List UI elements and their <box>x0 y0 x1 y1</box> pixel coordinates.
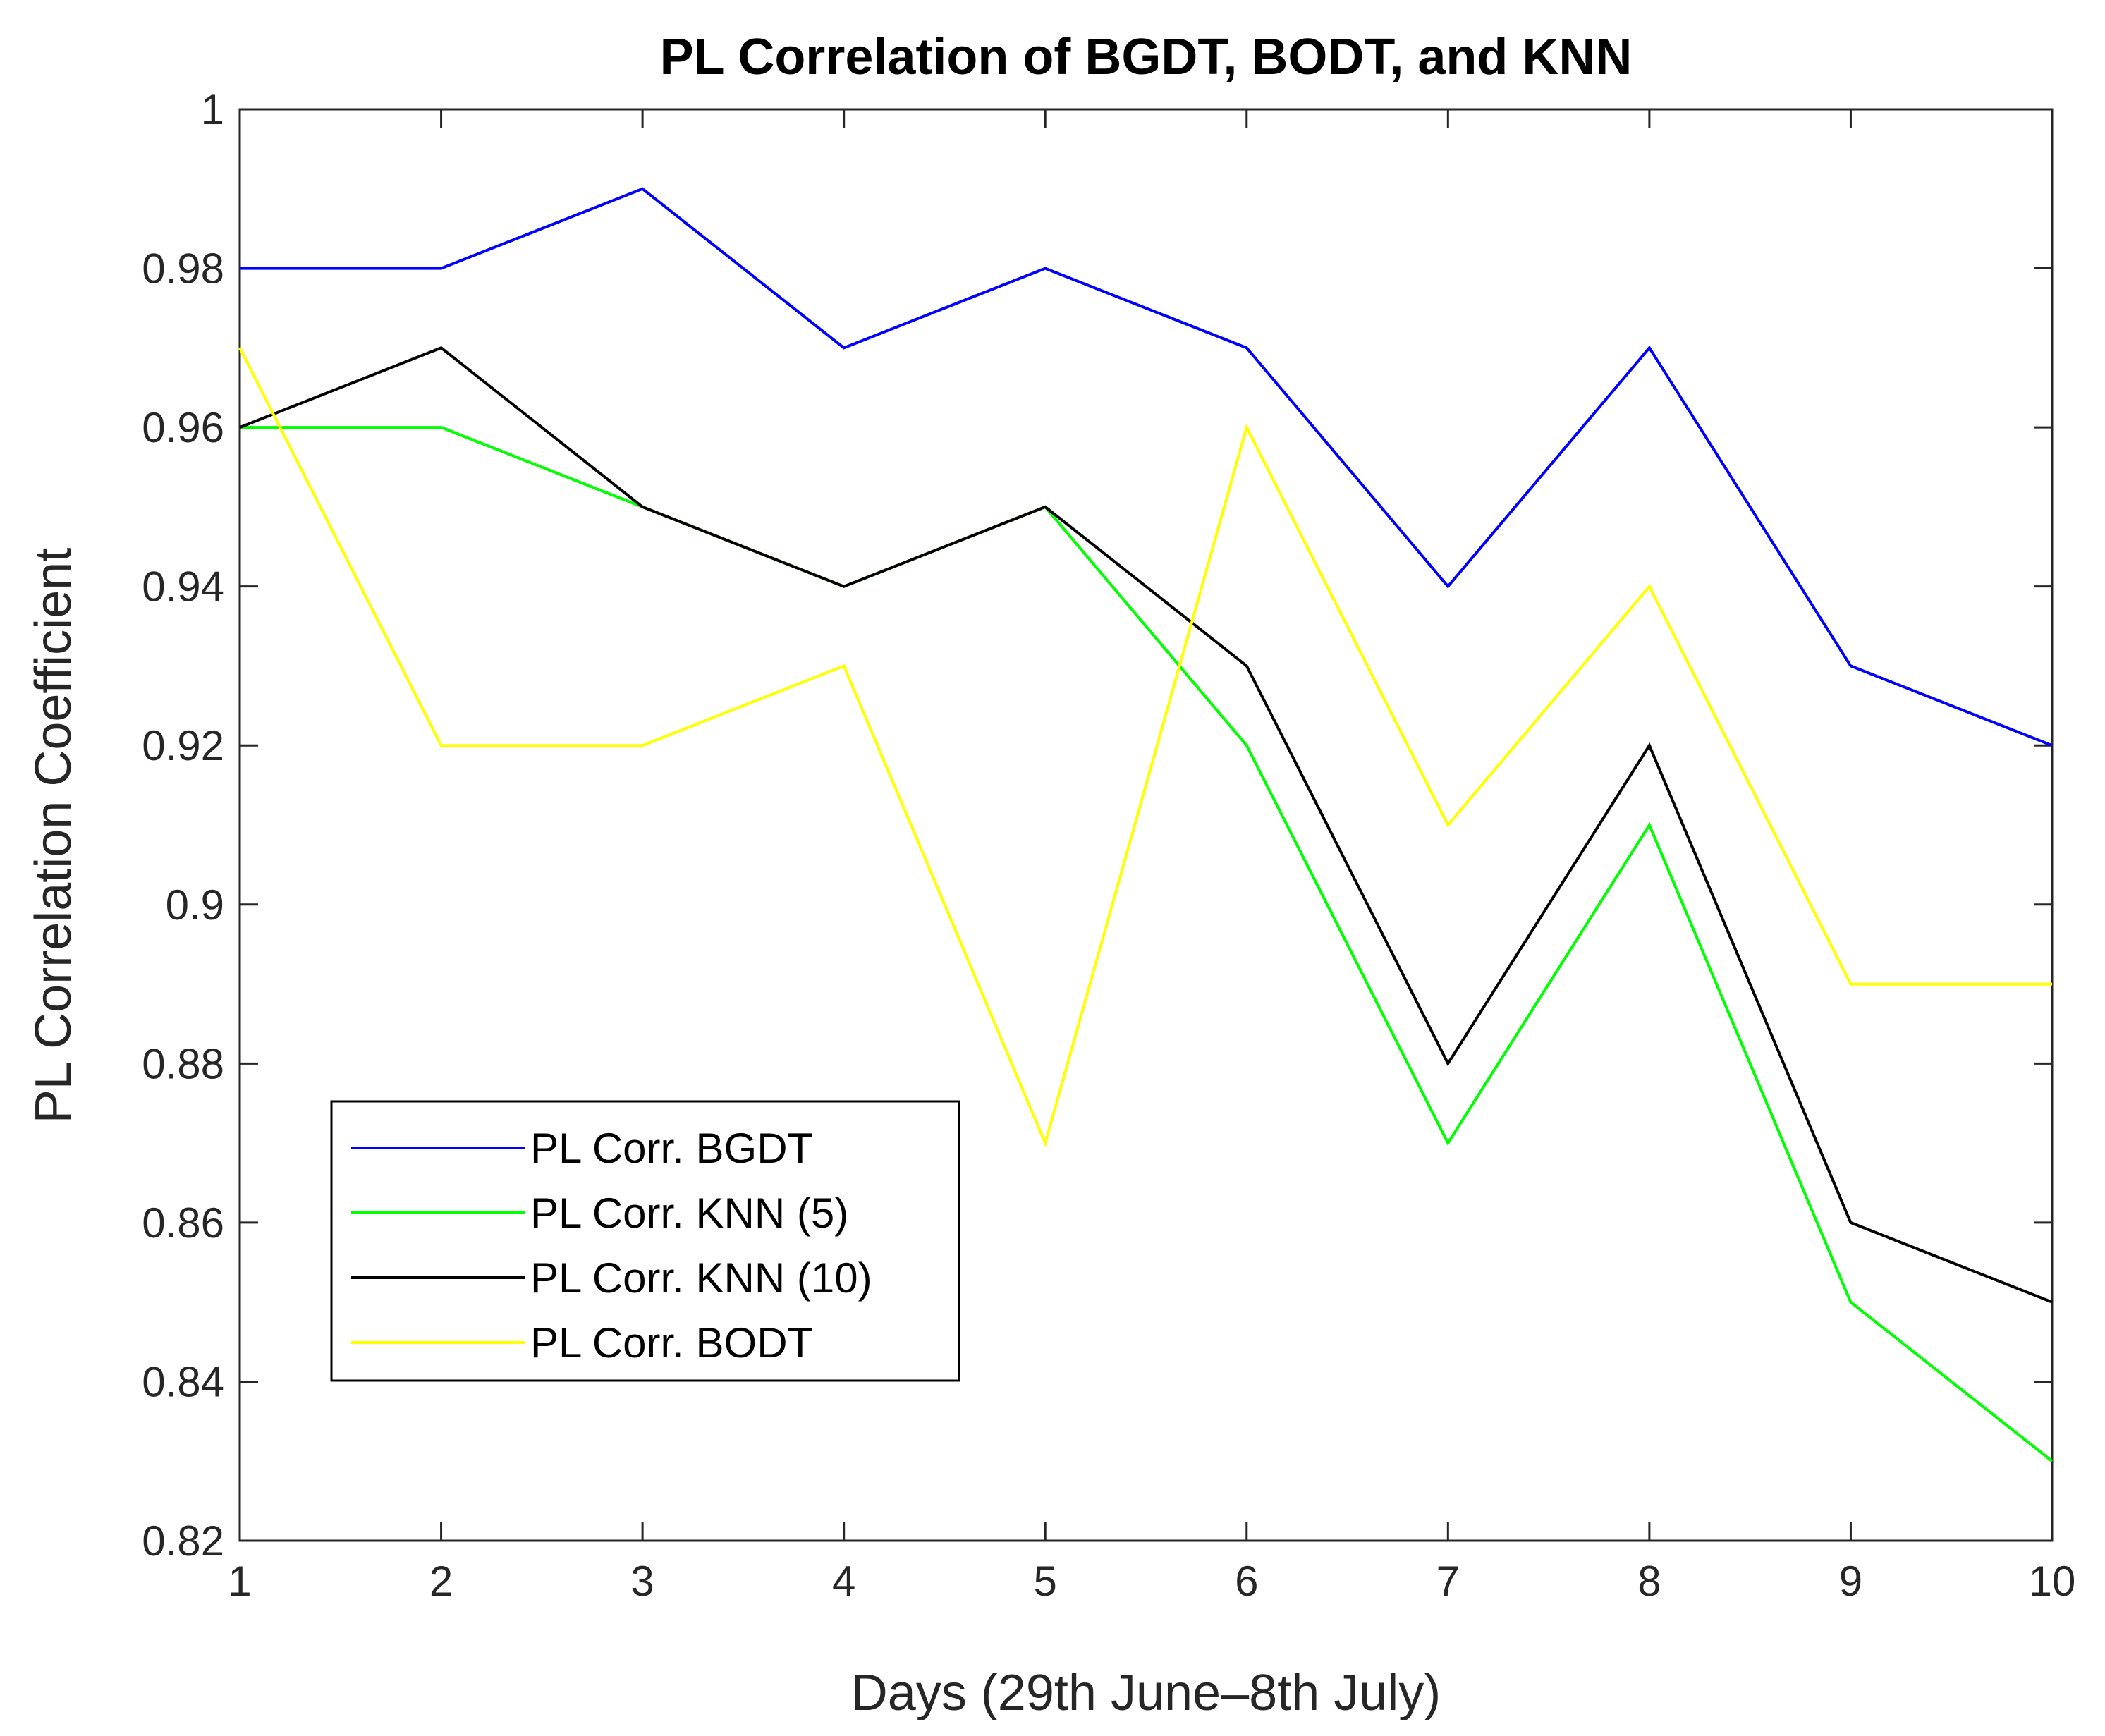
x-axis: 1 2 3 4 5 6 7 8 9 10 <box>228 109 2075 1605</box>
chart-title: PL Correlation of BGDT, BODT, and KNN <box>660 29 1633 85</box>
legend-label-pl-corr-knn-10: PL Corr. KNN (10) <box>530 1254 872 1302</box>
y-tick-label: 1 <box>201 86 224 133</box>
y-tick-label: 0.96 <box>142 404 224 451</box>
x-tick-label: 7 <box>1436 1558 1460 1605</box>
y-tick-label: 0.92 <box>142 722 224 769</box>
x-axis-label: Days (29th June–8th July) <box>851 1665 1441 1721</box>
y-axis-label: PL Correlation Coefficient <box>25 548 82 1123</box>
x-tick-label: 4 <box>832 1558 855 1605</box>
legend-label-pl-corr-bgdt: PL Corr. BGDT <box>530 1125 813 1172</box>
series-line-pl-corr-knn-10 <box>239 346 2053 1304</box>
series-lines <box>238 187 2054 1462</box>
y-axis: 0.82 0.84 0.86 0.88 0.9 0.92 0.94 0.96 0.98 1 <box>142 86 2052 1565</box>
legend-label-pl-corr-knn-5: PL Corr. KNN (5) <box>530 1190 848 1237</box>
series-line-pl-corr-bgdt <box>240 187 2053 747</box>
y-tick-label: 0.98 <box>142 245 224 293</box>
x-tick-label: 2 <box>429 1558 453 1605</box>
x-tick-label: 5 <box>1034 1558 1057 1605</box>
x-tick-label: 1 <box>228 1558 251 1605</box>
y-tick-label: 0.94 <box>142 563 224 611</box>
x-tick-label: 10 <box>2029 1558 2076 1605</box>
y-tick-label: 0.88 <box>142 1040 224 1087</box>
y-tick-label: 0.82 <box>142 1517 224 1565</box>
legend-label-pl-corr-bodt: PL Corr. BODT <box>530 1319 813 1367</box>
y-tick-label: 0.86 <box>142 1199 224 1247</box>
x-tick-label: 9 <box>1839 1558 1862 1605</box>
series-line-pl-corr-bodt <box>238 347 2052 1148</box>
y-tick-label: 0.9 <box>166 881 224 929</box>
x-tick-label: 3 <box>630 1558 654 1605</box>
y-tick-label: 0.84 <box>142 1358 224 1405</box>
x-tick-label: 8 <box>1637 1558 1661 1605</box>
series-line-pl-corr-knn-5 <box>240 426 2054 1462</box>
legend: PL Corr. BGDT PL Corr. KNN (5) PL Corr. KN… <box>330 1100 960 1382</box>
x-tick-label: 6 <box>1235 1558 1258 1605</box>
